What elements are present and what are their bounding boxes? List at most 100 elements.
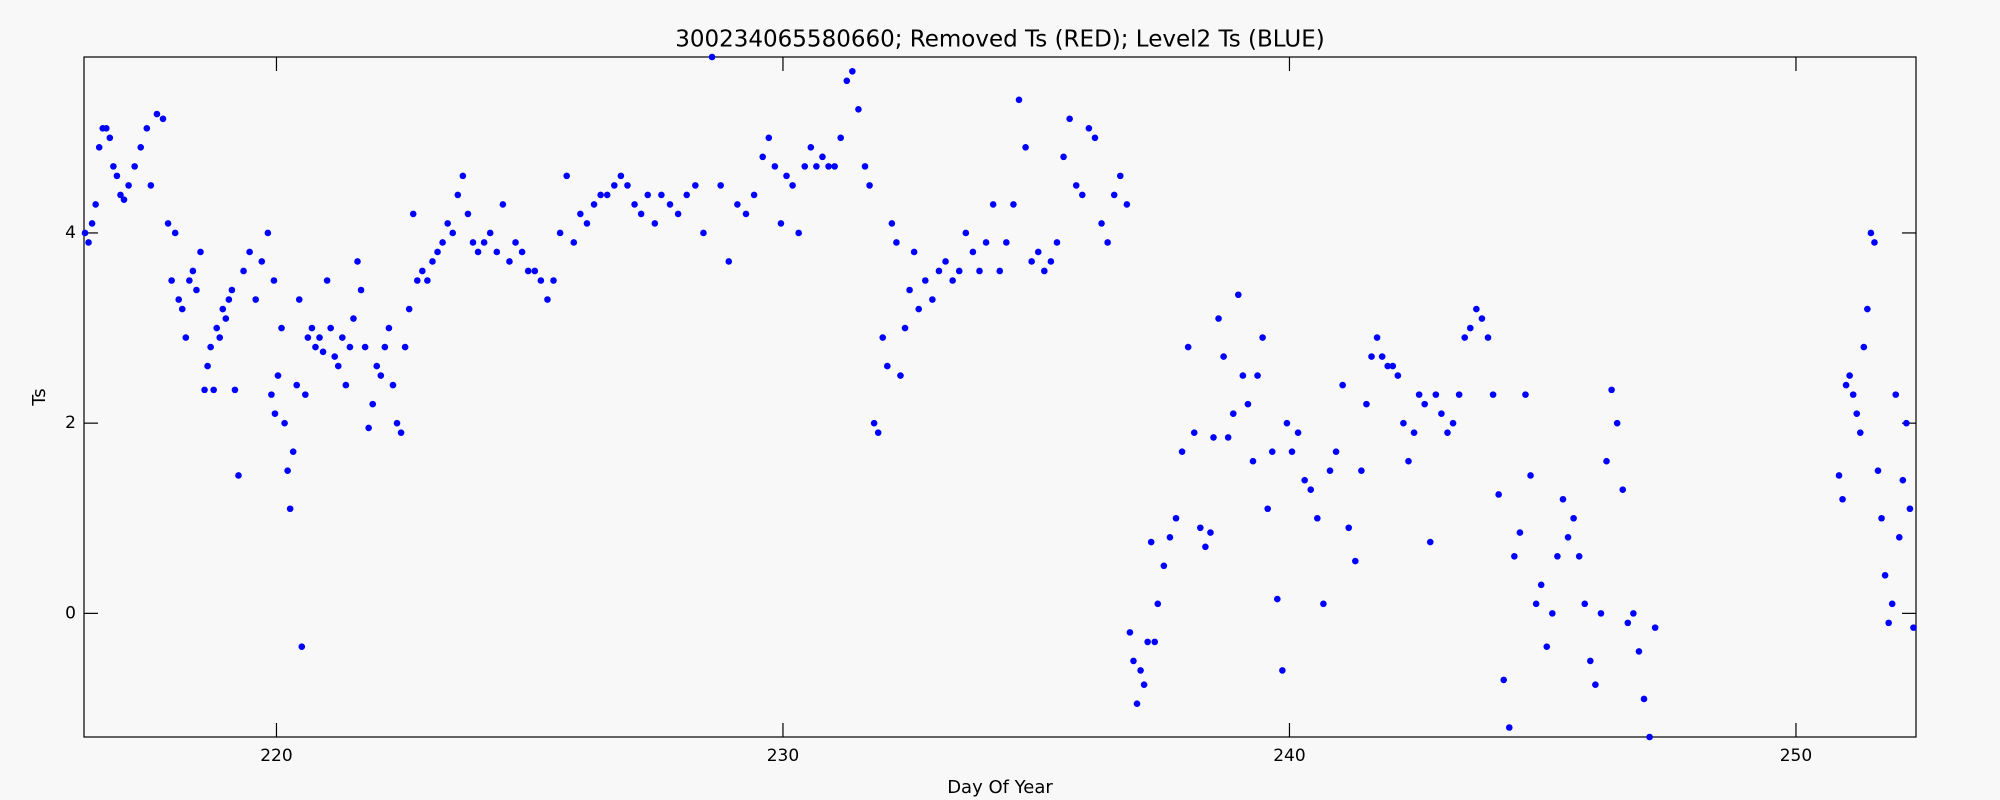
data-point <box>765 134 773 142</box>
data-point <box>1461 334 1469 341</box>
data-point <box>617 172 625 180</box>
data-point <box>866 182 873 189</box>
data-point <box>915 305 923 313</box>
data-point <box>955 267 963 275</box>
data-point <box>143 125 151 132</box>
data-point <box>1160 562 1168 570</box>
data-point <box>831 163 838 170</box>
data-point <box>178 305 186 313</box>
data-point <box>1619 486 1627 494</box>
data-point <box>464 210 472 218</box>
data-point <box>159 115 167 123</box>
data-point <box>1072 182 1080 189</box>
data-point <box>131 163 138 170</box>
data-point <box>397 429 405 436</box>
data-point <box>1220 353 1227 360</box>
data-point <box>222 315 230 322</box>
data-point <box>1320 600 1327 608</box>
data-point <box>350 315 357 322</box>
data-point <box>1892 391 1900 398</box>
data-point <box>1378 353 1386 360</box>
data-point <box>1426 538 1434 546</box>
data-point <box>843 77 851 85</box>
data-point <box>1215 315 1222 322</box>
data-point <box>1581 600 1589 608</box>
data-point <box>901 324 909 332</box>
data-point <box>1438 410 1445 417</box>
data-point <box>556 229 564 237</box>
data-point <box>225 296 233 303</box>
data-point <box>1895 533 1903 541</box>
data-point <box>439 239 446 246</box>
data-point <box>1091 134 1099 142</box>
data-point <box>603 191 611 199</box>
data-point <box>331 353 339 360</box>
data-point <box>240 267 247 275</box>
data-point <box>210 386 217 394</box>
data-point <box>1489 391 1497 398</box>
y-axis-label: Ts <box>29 388 50 406</box>
data-point <box>258 258 266 265</box>
data-point <box>1575 553 1583 560</box>
data-point <box>825 163 832 170</box>
data-point <box>1444 429 1451 436</box>
data-point <box>771 163 779 170</box>
data-point <box>1053 239 1061 246</box>
data-point <box>1640 695 1648 703</box>
data-point <box>921 277 929 284</box>
data-point <box>611 182 618 189</box>
data-point <box>1202 543 1209 551</box>
y-tick-label: 2 <box>65 413 76 433</box>
data-point <box>110 163 117 170</box>
data-point <box>1856 429 1864 436</box>
data-point <box>281 419 288 427</box>
data-point <box>231 386 239 394</box>
data-point <box>879 334 887 341</box>
data-point <box>95 144 103 151</box>
data-point <box>271 410 279 417</box>
data-point <box>683 191 691 199</box>
data-point <box>1151 638 1159 646</box>
data-point <box>819 153 826 161</box>
data-point <box>405 305 413 313</box>
data-point <box>1047 258 1055 265</box>
data-point <box>1842 381 1850 389</box>
data-point <box>1166 533 1174 541</box>
data-point <box>201 386 208 394</box>
data-point <box>393 419 401 427</box>
data-point <box>308 324 316 332</box>
data-point <box>1210 434 1217 441</box>
data-point <box>312 343 319 351</box>
data-point <box>637 210 645 218</box>
data-point <box>319 348 327 356</box>
data-point <box>674 210 682 218</box>
data-point <box>434 248 441 256</box>
data-point <box>1630 610 1637 617</box>
data-point <box>268 391 275 398</box>
data-point <box>518 248 526 256</box>
data-point <box>910 248 918 256</box>
data-point <box>389 381 397 389</box>
data-point <box>1239 372 1247 379</box>
data-point <box>789 182 796 189</box>
y-tick-label: 0 <box>65 603 76 623</box>
data-point <box>1015 96 1023 104</box>
data-point <box>537 277 545 284</box>
data-point <box>708 53 716 61</box>
data-point <box>424 277 431 284</box>
data-point <box>1505 724 1513 731</box>
data-point <box>750 191 758 199</box>
x-tick-label: 220 <box>260 746 292 766</box>
data-point <box>168 277 175 284</box>
data-point <box>1888 600 1896 608</box>
data-point <box>1178 448 1186 455</box>
data-point <box>164 220 172 227</box>
data-point <box>1867 229 1875 237</box>
data-point <box>85 239 92 246</box>
data-point <box>759 153 767 161</box>
data-point <box>444 220 451 227</box>
data-point <box>1254 372 1261 379</box>
data-point <box>861 163 869 170</box>
data-point <box>1849 391 1857 398</box>
